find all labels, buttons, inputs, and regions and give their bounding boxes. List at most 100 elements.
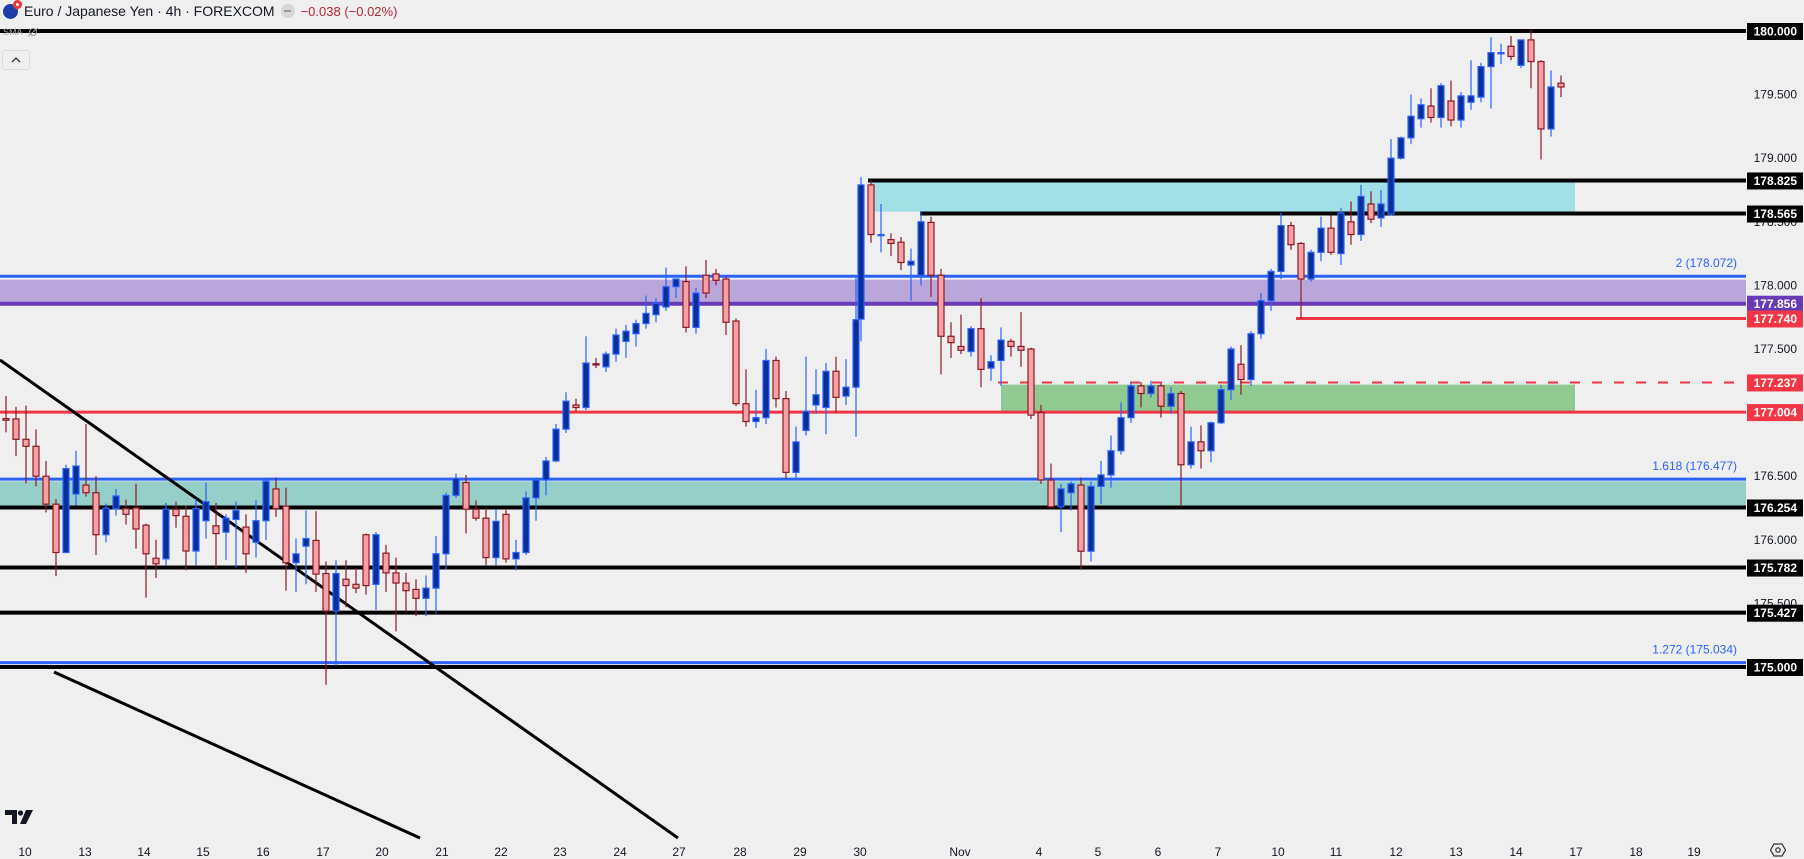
bearish-candle	[1527, 29, 1535, 89]
bearish-candle	[772, 356, 780, 408]
bearish-candle	[1327, 215, 1335, 255]
bullish-candle	[332, 560, 340, 666]
bullish-candle	[852, 277, 860, 437]
bearish-candle	[702, 259, 710, 299]
bearish-candle	[22, 405, 30, 484]
bearish-candle	[722, 276, 730, 336]
bullish-candle	[1147, 380, 1155, 398]
cyan-zone[interactable]	[870, 182, 1575, 212]
purple-zone[interactable]	[0, 279, 1746, 302]
time-tick: 13	[1449, 845, 1463, 859]
price-badge[interactable]: 180.000	[1747, 23, 1803, 40]
bearish-candle	[362, 533, 370, 595]
bullish-candle	[232, 501, 240, 568]
price-badge[interactable]: 176.254	[1747, 499, 1803, 517]
bullish-candle	[1067, 481, 1075, 511]
bullish-candle	[752, 389, 760, 428]
bullish-candle	[642, 295, 650, 329]
bullish-candle	[792, 426, 800, 479]
bearish-candle	[1047, 463, 1055, 508]
bullish-candle	[877, 203, 885, 253]
bullish-candle	[1497, 43, 1505, 65]
bullish-candle	[302, 510, 310, 585]
bullish-candle	[662, 267, 670, 311]
bearish-candle	[977, 298, 985, 388]
collapse-legend-button[interactable]	[2, 50, 30, 70]
bullish-candle	[552, 424, 560, 463]
bullish-candle	[532, 477, 540, 521]
fib-level-label: 1.618 (176.477)	[1652, 459, 1737, 473]
bullish-candle	[492, 509, 500, 566]
trendline[interactable]	[53, 670, 421, 840]
price-badge[interactable]: 178.825	[1747, 172, 1803, 190]
price-badge[interactable]: 177.740	[1747, 310, 1803, 328]
bullish-candle	[262, 477, 270, 540]
bullish-candle	[452, 473, 460, 498]
green-zone[interactable]	[1001, 384, 1575, 412]
bullish-candle	[1087, 481, 1095, 562]
bullish-candle	[802, 356, 810, 436]
bullish-candle	[1357, 184, 1365, 241]
bearish-candle	[92, 476, 100, 556]
teal-zone[interactable]	[0, 481, 1746, 506]
price-badge[interactable]: 177.237	[1747, 374, 1803, 392]
svg-text:177.856: 177.856	[1754, 297, 1798, 311]
symbol-title[interactable]: Euro / Japanese Yen · 4h · FOREXCOM	[24, 3, 275, 19]
svg-text:178.825: 178.825	[1754, 174, 1798, 188]
bullish-candle	[1317, 216, 1325, 262]
bearish-candle	[1367, 191, 1375, 224]
time-tick: 16	[256, 845, 270, 859]
bullish-candle	[1467, 60, 1475, 110]
price-axis[interactable]: 179.500179.000178.500178.000177.500176.5…	[1747, 23, 1803, 676]
bullish-candle	[612, 328, 620, 362]
bearish-candle	[122, 499, 130, 525]
bullish-candle	[1127, 382, 1135, 423]
bearish-candle	[832, 356, 840, 413]
bullish-candle	[857, 177, 865, 342]
svg-text:177.237: 177.237	[1754, 376, 1798, 390]
bearish-candle	[1507, 36, 1515, 61]
indicator-legend[interactable]: SMA	[3, 27, 39, 37]
bearish-candle	[1557, 75, 1565, 98]
svg-text:176.254: 176.254	[1754, 501, 1798, 515]
bullish-candle	[1187, 426, 1195, 469]
time-tick: 17	[316, 845, 330, 859]
bullish-candle	[632, 319, 640, 347]
bullish-candle	[1057, 483, 1065, 533]
bearish-candle	[312, 511, 320, 592]
bullish-candle	[1337, 207, 1345, 266]
candles-layer	[2, 29, 1565, 685]
svg-text:175.427: 175.427	[1754, 606, 1798, 620]
price-badge[interactable]: 178.565	[1747, 205, 1803, 223]
price-badge[interactable]: 175.000	[1747, 659, 1803, 676]
bullish-candle	[602, 351, 610, 372]
bearish-candle	[412, 579, 420, 617]
bearish-candle	[1197, 425, 1205, 469]
time-axis[interactable]: 10 13 14 15 16 17 20 21 22 23 24 27 28 29 30 Nov 4 5 6 7 10 1…	[18, 845, 1701, 859]
visibility-off-icon[interactable]	[27, 27, 39, 37]
bearish-candle	[1287, 221, 1295, 250]
price-badge[interactable]: 175.427	[1747, 604, 1803, 622]
bearish-candle	[1017, 312, 1025, 367]
bearish-candle	[322, 561, 330, 685]
bearish-candle	[947, 322, 955, 358]
fib-labels-layer: 2 (178.072) 1.618 (176.477) 1.272 (175.034…	[1652, 256, 1737, 656]
bullish-candle	[1207, 421, 1215, 463]
bullish-candle	[1227, 346, 1235, 400]
price-badge[interactable]: 177.004	[1747, 404, 1803, 422]
settings-gear-icon[interactable]	[1770, 843, 1786, 857]
bullish-candle	[72, 450, 80, 506]
price-badge[interactable]: 177.856	[1747, 295, 1803, 313]
price-badge[interactable]: 175.782	[1747, 559, 1803, 577]
tradingview-logo-icon[interactable]	[5, 808, 35, 826]
bearish-candle	[1177, 390, 1185, 507]
bullish-candle	[822, 362, 830, 435]
time-tick: 20	[375, 845, 389, 859]
bullish-candle	[542, 457, 550, 496]
bearish-candle	[1427, 88, 1435, 123]
market-status-icon[interactable]	[280, 4, 295, 18]
bearish-candle	[482, 508, 490, 566]
bearish-candle	[1447, 80, 1455, 127]
bearish-candle	[682, 266, 690, 333]
